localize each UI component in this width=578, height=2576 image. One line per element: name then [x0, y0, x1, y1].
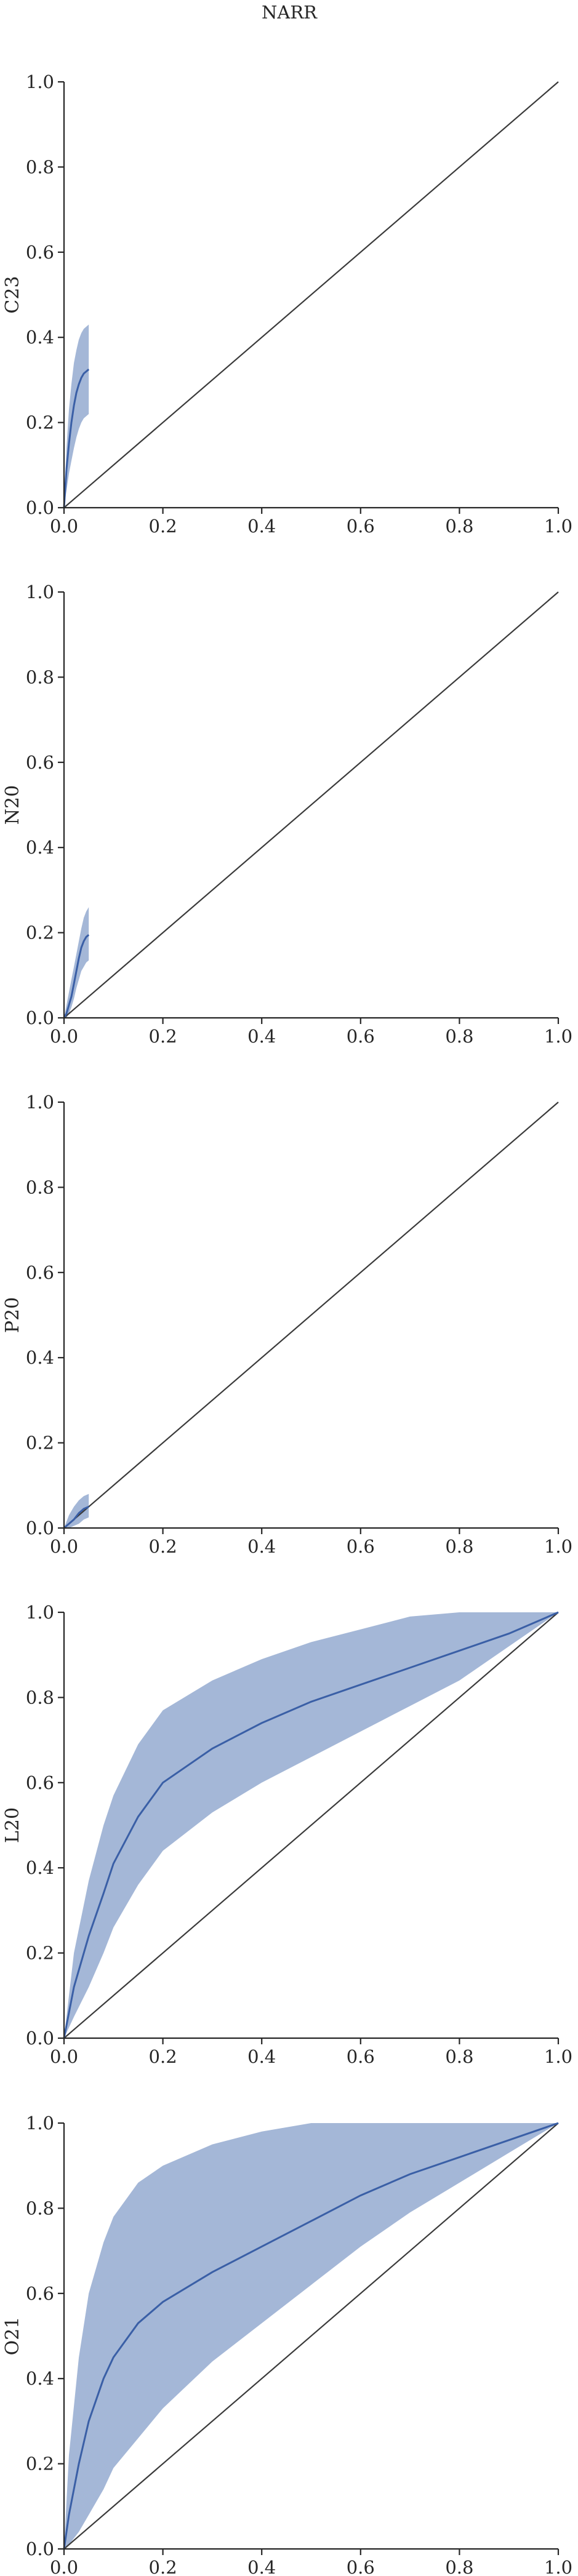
x-tick-label: 1.0: [544, 1536, 572, 1557]
x-tick-label: 0.0: [50, 1026, 78, 1047]
y-tick-label: 0.8: [26, 666, 54, 687]
y-tick-label: 0.8: [26, 1687, 54, 1708]
y-tick-label: 1.0: [26, 71, 54, 92]
y-tick-label: 0.6: [26, 752, 54, 773]
y-tick-label: 0.6: [26, 1772, 54, 1793]
panel-c23: 0.0 0.2 0.4 0.6 0.8 1.0 0.0 0.2 0.4 0.6 0.8 1.0 C23: [2, 71, 572, 537]
mean-line: [63, 2122, 559, 2550]
y-tick-label: 0.4: [26, 1857, 54, 1878]
y-tick-label: 0.2: [26, 922, 54, 943]
mean-line: [63, 1611, 559, 2039]
y-tick-label: 0.4: [26, 327, 54, 348]
y-tick-label: 0.4: [26, 2368, 54, 2389]
x-tick-label: 0.8: [445, 1536, 473, 1557]
y-tick-label: 0.8: [26, 1177, 54, 1198]
x-tick-label: 0.8: [445, 1026, 473, 1047]
y-tick-label: 0.6: [26, 242, 54, 263]
y-tick-label: 0.0: [26, 2538, 54, 2559]
diagonal-reference-line: [63, 1102, 559, 1529]
x-tick-label: 1.0: [544, 1026, 572, 1047]
panel-l20: 0.0 0.2 0.4 0.6 0.8 1.0 0.0 0.2 0.4 0.6 0.8 1.0 L20: [2, 1602, 572, 2067]
x-tick-label: 0.4: [247, 2557, 276, 2576]
x-tick-label: 0.4: [247, 1536, 276, 1557]
y-tick-label: 0.8: [26, 156, 54, 177]
x-tick-label: 0.8: [445, 516, 473, 537]
confidence-band: [64, 324, 89, 508]
x-tick-label: 1.0: [544, 516, 572, 537]
y-tick-label: 0.6: [26, 2283, 54, 2304]
y-axis-label: C23: [2, 276, 23, 313]
y-tick-label: 1.0: [26, 2113, 54, 2134]
y-axis-label: N20: [2, 785, 23, 825]
y-tick-label: 0.0: [26, 1007, 54, 1028]
x-tick-label: 0.0: [50, 2046, 78, 2067]
y-tick-label: 0.2: [26, 2454, 54, 2474]
y-tick-label: 1.0: [26, 582, 54, 602]
y-tick-label: 0.0: [26, 497, 54, 518]
x-tick-label: 0.2: [149, 1026, 177, 1047]
x-tick-label: 0.6: [347, 2557, 375, 2576]
mean-line: [63, 1506, 89, 1529]
x-tick-label: 0.4: [247, 1026, 276, 1047]
diagonal-reference-line: [63, 1612, 559, 2039]
confidence-band: [64, 907, 89, 1018]
y-axis-label: O21: [2, 2317, 23, 2356]
y-axis-label: P20: [2, 1297, 23, 1333]
mean-line: [63, 368, 90, 508]
y-tick-label: 0.2: [26, 412, 54, 433]
x-tick-label: 0.4: [247, 2046, 276, 2067]
x-tick-label: 0.6: [347, 1536, 375, 1557]
diagonal-reference-line: [63, 591, 559, 1018]
y-tick-label: 0.6: [26, 1262, 54, 1283]
confidence-band: [64, 1612, 558, 2038]
x-tick-label: 0.2: [149, 2557, 177, 2576]
x-tick-label: 0.8: [445, 2046, 473, 2067]
confidence-band: [64, 2123, 558, 2549]
panels: 0.00.20.40.60.81.00.0 0.2 0.4 0.6 0.8 1.0C230…: [2, 71, 572, 2576]
y-tick-label: 1.0: [26, 1092, 54, 1113]
x-tick-label: 0.4: [247, 516, 276, 537]
x-tick-label: 0.2: [149, 1536, 177, 1557]
y-tick-label: 0.2: [26, 1943, 54, 1964]
y-tick-label: 0.0: [26, 2028, 54, 2049]
mean-line: [63, 934, 90, 1018]
x-tick-label: 1.0: [544, 2046, 572, 2067]
x-tick-label: 0.6: [347, 516, 375, 537]
panel-o21: 0.0 0.2 0.4 0.6 0.8 1.0 0.0 0.2 0.4 0.6 0.8 1.0 O21: [2, 2113, 572, 2576]
x-tick-label: 0.0: [50, 1536, 78, 1557]
panel-p20: 0.0 0.2 0.4 0.6 0.8 1.0 0.0 0.2 0.4 0.6 0.8 1.0 P20: [2, 1092, 572, 1557]
diagonal-reference-line: [63, 2122, 559, 2550]
panel-n20: 0.0 0.2 0.4 0.6 0.8 1.0 0.0 0.2 0.4 0.6 0.8 1.0 N20: [2, 582, 572, 1047]
y-axis-label: L20: [2, 1807, 23, 1843]
confidence-band: [64, 1494, 89, 1528]
figure-title: NARR: [262, 2, 318, 23]
x-tick-label: 0.8: [445, 2557, 473, 2576]
y-tick-label: 0.4: [26, 837, 54, 858]
x-tick-label: 0.2: [149, 516, 177, 537]
x-tick-label: 0.6: [347, 1026, 375, 1047]
y-tick-label: 0.0: [26, 1518, 54, 1538]
x-tick-label: 0.6: [347, 2046, 375, 2067]
y-tick-label: 0.8: [26, 2198, 54, 2218]
y-tick-label: 0.2: [26, 1433, 54, 1454]
diagonal-reference-line: [63, 81, 559, 508]
x-tick-label: 0.2: [149, 2046, 177, 2067]
x-tick-label: 0.0: [50, 2557, 78, 2576]
y-tick-label: 0.4: [26, 1347, 54, 1368]
x-tick-label: 1.0: [544, 2557, 572, 2576]
y-tick-label: 1.0: [26, 1602, 54, 1623]
x-tick-label: 0.0: [50, 516, 78, 537]
